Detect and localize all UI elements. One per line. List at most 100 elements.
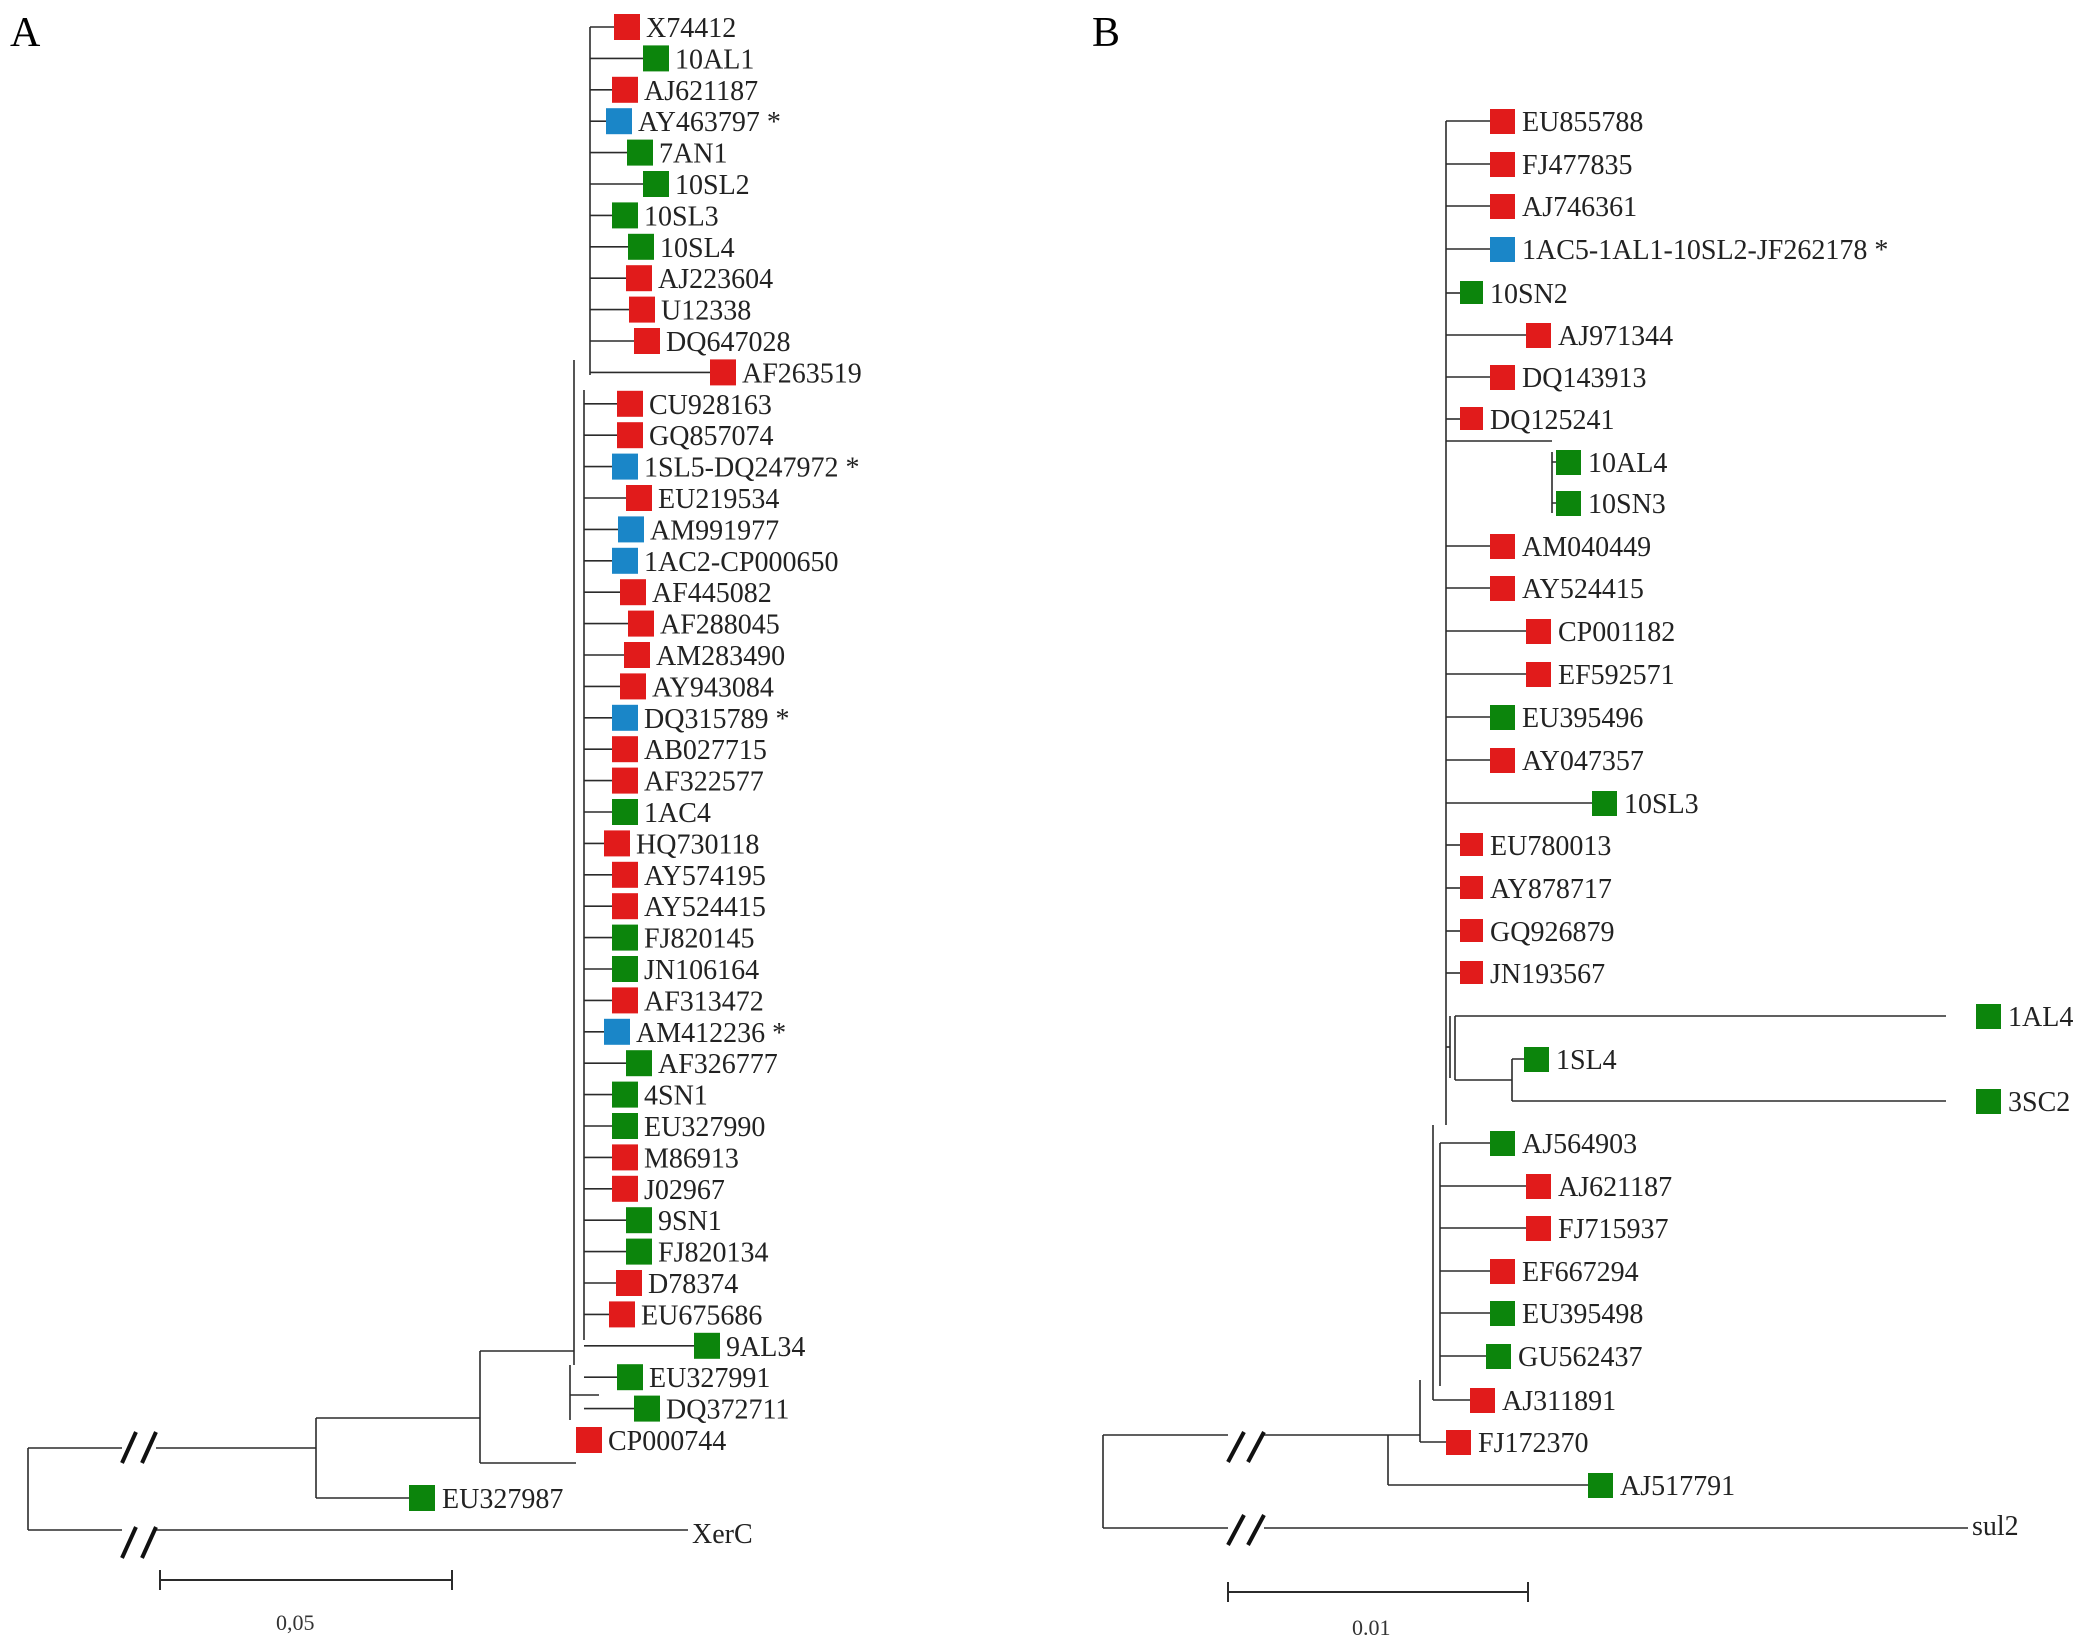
tree-leaf: AF326777 — [626, 1049, 778, 1080]
leaf-marker-red — [628, 610, 654, 637]
leaf-marker-blue — [612, 704, 638, 731]
tree-branch — [1440, 1142, 1526, 1357]
tree-leaf: AY047357 — [1490, 746, 1644, 777]
leaf-label: EU395496 — [1522, 703, 1643, 734]
leaf-label: AJ311891 — [1502, 1386, 1616, 1417]
leaf-marker-red — [1490, 534, 1515, 559]
leaf-label: GQ857074 — [649, 421, 773, 452]
leaf-marker-red — [612, 1175, 638, 1202]
tree-leaf: 9AL34 — [694, 1332, 805, 1363]
leaf-label: FJ820134 — [658, 1238, 768, 1269]
leaf-marker-red — [624, 642, 650, 668]
tree-leaf: AF445082 — [620, 578, 772, 609]
tree-leaf: 10SL3 — [612, 201, 719, 232]
tree-leaf: 10SL2 — [643, 170, 750, 201]
leaf-marker-red — [612, 893, 638, 920]
leaf-label: 10SN2 — [1490, 279, 1568, 310]
tree-leaf: FJ820145 — [612, 924, 754, 955]
leaf-label: DQ372711 — [666, 1395, 789, 1426]
leaf-marker-red — [612, 861, 638, 888]
leaf-label: 10AL1 — [675, 44, 754, 75]
leaf-marker-red — [614, 14, 640, 40]
leaf-label: 10SL4 — [660, 233, 735, 264]
tree-leaf: EU855788 — [1490, 107, 1643, 138]
leaf-marker-green — [409, 1485, 435, 1511]
leaf-marker-red — [626, 485, 652, 511]
leaf-label: 1AC4 — [644, 798, 711, 829]
leaf-marker-green — [612, 1113, 638, 1139]
tree-leaf: HQ730118 — [604, 829, 759, 860]
tree-leaf: FJ172370 — [1446, 1428, 1588, 1459]
tree-branch — [1388, 1434, 1588, 1486]
leaf-marker-red — [612, 767, 638, 794]
leaf-label: AF313472 — [644, 986, 764, 1017]
leaf-label: EF667294 — [1522, 1257, 1639, 1288]
leaf-marker-green — [612, 956, 638, 982]
tree-leaf: EU395496 — [1490, 703, 1643, 734]
leaf-marker-green — [643, 45, 669, 72]
leaf-label: 10SL2 — [675, 170, 750, 201]
leaf-marker-red — [1460, 961, 1483, 984]
leaf-marker-red — [710, 359, 736, 386]
tree-leaf: AY943084 — [620, 672, 774, 703]
leaf-marker-green — [1592, 791, 1617, 816]
tree-leaf: GQ857074 — [617, 421, 773, 452]
leaf-label: D78374 — [648, 1269, 738, 1300]
leaf-label: EU327990 — [644, 1112, 765, 1143]
tree-leaf: AJ971344 — [1526, 321, 1673, 352]
leaf-label: X74412 — [646, 13, 736, 44]
leaf-marker-red — [612, 987, 638, 1014]
scale-label-b: 0.01 — [1352, 1615, 1391, 1640]
leaf-marker-green — [1490, 705, 1515, 730]
leaf-label: DQ315789 * — [644, 704, 789, 735]
tree-leaf: M86913 — [612, 1143, 739, 1174]
leaf-label: M86913 — [644, 1143, 739, 1174]
leaf-marker-red — [1460, 407, 1483, 430]
tree-leaf: AJ746361 — [1490, 192, 1637, 223]
tree-leaf: CU928163 — [617, 390, 772, 421]
tree-leaf: AM412236 * — [604, 1018, 786, 1049]
tree-leaf: 10SL3 — [1592, 789, 1699, 820]
leaf-label: FJ715937 — [1558, 1214, 1668, 1245]
tree-leaf: DQ125241 — [1460, 405, 1614, 436]
tree-leaf: AF288045 — [628, 610, 780, 641]
tree-leaf: 1AC5-1AL1-10SL2-JF262178 * — [1490, 235, 1888, 266]
leaf-label: AJ621187 — [644, 76, 758, 107]
leaf-label: EU327991 — [649, 1363, 770, 1394]
leaf-marker-red — [634, 328, 660, 354]
leaf-marker-red — [1490, 1259, 1515, 1284]
leaf-marker-red — [616, 1270, 642, 1296]
tree-leaf: FJ715937 — [1526, 1214, 1668, 1245]
leaf-label: FJ172370 — [1478, 1428, 1588, 1459]
leaf-label: J02967 — [644, 1175, 725, 1206]
tree-leaf: AY524415 — [612, 892, 766, 923]
leaf-marker-red — [1460, 833, 1483, 856]
panel-b-label: B — [1092, 10, 1120, 56]
leaf-label: 1SL4 — [1556, 1045, 1617, 1076]
tree-leaf: AJ621187 — [612, 76, 758, 107]
tree-leaf: AM283490 — [624, 641, 785, 672]
leaf-label: 10AL4 — [1588, 448, 1667, 479]
leaf-label: 4SN1 — [644, 1081, 708, 1112]
leaf-marker-blue — [1490, 237, 1515, 262]
tree-leaf: D78374 — [616, 1269, 738, 1300]
leaf-label: AF322577 — [644, 767, 764, 798]
tree-leaf: EU327991 — [617, 1363, 770, 1394]
leaf-label: AY047357 — [1522, 746, 1644, 777]
tree-leaf: 9SN1 — [626, 1206, 722, 1237]
leaf-label: 10SL3 — [1624, 789, 1699, 820]
tree-leaf: 10AL4 — [1556, 448, 1667, 479]
leaf-marker-green — [626, 1050, 652, 1077]
leaf-marker-red — [1490, 152, 1515, 177]
leaf-marker-green — [1556, 450, 1581, 475]
leaf-marker-red — [629, 296, 655, 323]
leaf-label: AB027715 — [644, 735, 767, 766]
tree-leaf: AF313472 — [612, 986, 764, 1017]
leaf-label: 1AC2-CP000650 — [644, 547, 838, 578]
tree-leaf: AY878717 — [1460, 874, 1612, 905]
leaf-marker-red — [1460, 876, 1483, 899]
leaf-label: AY524415 — [1522, 574, 1644, 605]
leaf-marker-blue — [604, 1018, 630, 1045]
leaf-marker-red — [1526, 1216, 1551, 1241]
